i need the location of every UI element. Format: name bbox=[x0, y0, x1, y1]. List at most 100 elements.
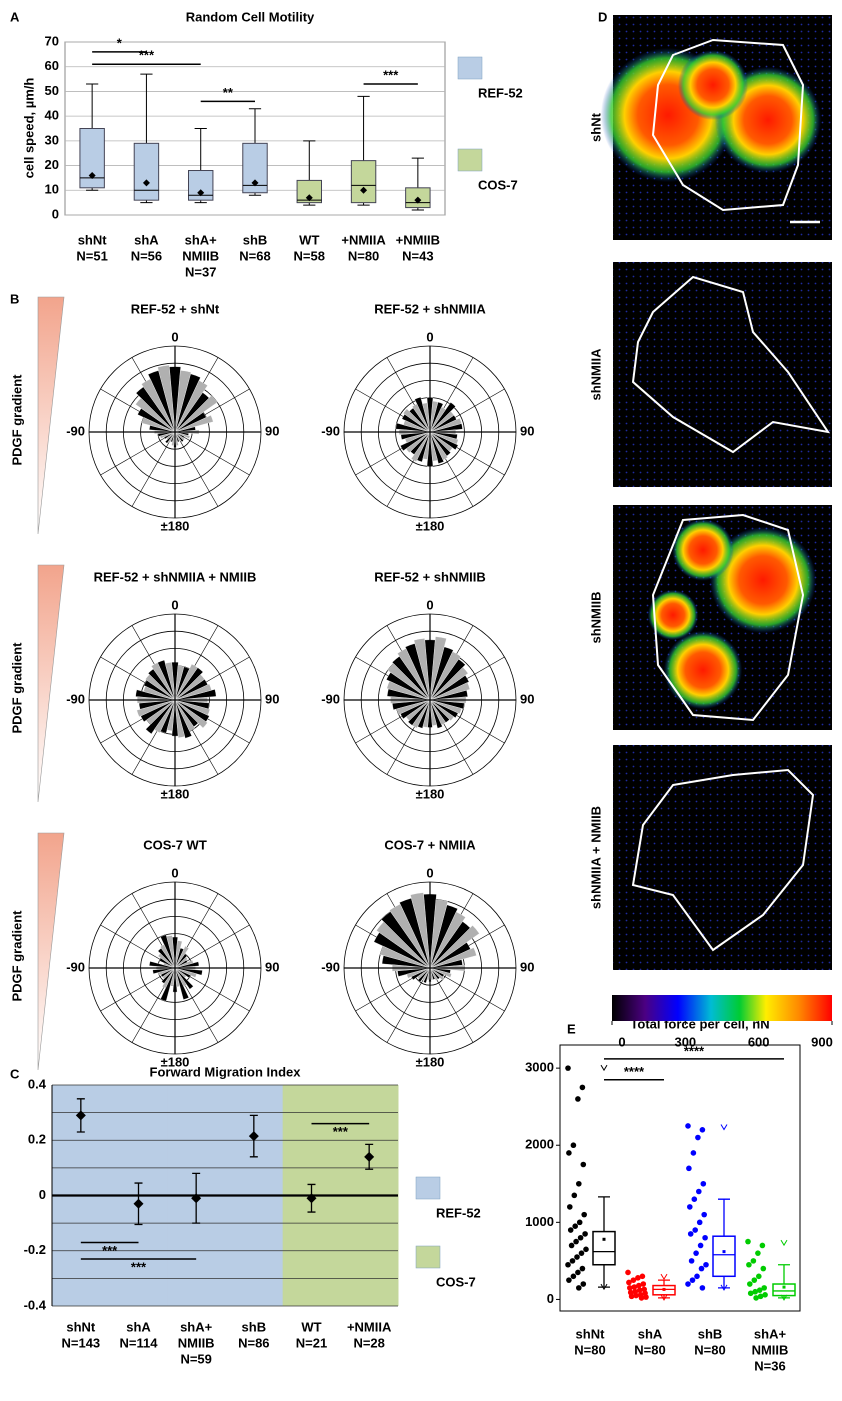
x-tick-label: N=80 bbox=[348, 248, 379, 263]
force-hotspot bbox=[664, 631, 742, 709]
x-tick-label: N=114 bbox=[120, 1335, 159, 1350]
x-tick-label: shNt bbox=[66, 1319, 96, 1334]
data-point bbox=[581, 1281, 587, 1287]
spoke bbox=[175, 432, 249, 475]
data-point bbox=[574, 1254, 580, 1260]
data-point bbox=[625, 1270, 631, 1276]
data-point bbox=[694, 1274, 700, 1280]
x-tick-label: shA+ bbox=[754, 1326, 787, 1341]
data-point bbox=[697, 1220, 703, 1226]
significance-label: **** bbox=[624, 1064, 645, 1079]
angle-label: 90 bbox=[265, 691, 279, 706]
x-tick-label: shB bbox=[243, 232, 268, 247]
significance-label: *** bbox=[139, 48, 155, 63]
data-point bbox=[639, 1295, 645, 1301]
data-point bbox=[565, 1262, 571, 1268]
data-point bbox=[572, 1193, 578, 1199]
angle-label: ±180 bbox=[416, 518, 445, 533]
box bbox=[351, 161, 375, 203]
data-point bbox=[572, 1223, 578, 1229]
x-tick-label: N=21 bbox=[296, 1335, 327, 1350]
data-point bbox=[581, 1212, 587, 1218]
data-point bbox=[746, 1262, 752, 1268]
legend-swatch bbox=[416, 1177, 440, 1199]
data-point bbox=[699, 1266, 705, 1272]
data-point bbox=[627, 1285, 633, 1291]
gradient-triangle bbox=[38, 565, 64, 802]
x-tick-label: NMIIB bbox=[182, 248, 219, 263]
significance-label: *** bbox=[383, 67, 399, 82]
mean-marker bbox=[603, 1238, 606, 1241]
legend-label: COS-7 bbox=[436, 1274, 476, 1289]
data-point bbox=[566, 1277, 572, 1283]
y-tick-label: 20 bbox=[45, 157, 59, 172]
y-tick-label: 40 bbox=[45, 108, 59, 123]
force-hotspot bbox=[678, 50, 748, 120]
x-tick-label: shA+ bbox=[180, 1319, 213, 1334]
significance-label: *** bbox=[131, 1259, 147, 1274]
angle-label: -90 bbox=[66, 691, 85, 706]
angle-label: -90 bbox=[321, 691, 340, 706]
x-tick-label: shA bbox=[134, 232, 159, 247]
legend-swatch bbox=[458, 149, 482, 171]
data-point bbox=[685, 1281, 691, 1287]
chart-title: Random Cell Motility bbox=[186, 9, 315, 24]
data-point bbox=[629, 1294, 635, 1300]
data-point bbox=[760, 1243, 766, 1249]
significance-label: *** bbox=[333, 1124, 349, 1139]
angle-label: 0 bbox=[426, 597, 433, 612]
data-point bbox=[570, 1258, 576, 1264]
x-tick-label: N=28 bbox=[353, 1335, 384, 1350]
x-tick-label: +NMIIA bbox=[347, 1319, 392, 1334]
angle-label: 90 bbox=[265, 959, 279, 974]
x-tick-label: N=56 bbox=[131, 248, 162, 263]
colorbar-tick-label: 600 bbox=[748, 1034, 770, 1049]
spoke bbox=[101, 432, 175, 475]
data-point bbox=[578, 1235, 584, 1241]
y-tick-label: 60 bbox=[45, 58, 59, 73]
panel-letter: C bbox=[10, 1066, 20, 1081]
panel-letter: A bbox=[10, 9, 20, 24]
y-tick-label: 70 bbox=[45, 33, 59, 48]
panel-letter: D bbox=[598, 9, 607, 24]
data-point bbox=[700, 1127, 706, 1133]
data-point bbox=[569, 1243, 575, 1249]
x-tick-label: shA+ bbox=[185, 232, 218, 247]
data-point bbox=[566, 1150, 572, 1156]
data-point bbox=[755, 1250, 761, 1256]
angle-label: 0 bbox=[171, 597, 178, 612]
data-point bbox=[691, 1150, 697, 1156]
spoke bbox=[175, 432, 218, 506]
x-tick-label: NMIIB bbox=[178, 1335, 215, 1350]
y-tick-label: 3000 bbox=[525, 1060, 554, 1075]
x-tick-label: N=80 bbox=[634, 1342, 665, 1357]
x-tick-label: N=58 bbox=[294, 248, 325, 263]
data-point bbox=[577, 1220, 583, 1226]
y-tick-label: 30 bbox=[45, 132, 59, 147]
x-tick-label: N=43 bbox=[402, 248, 433, 263]
spoke bbox=[132, 432, 175, 506]
y-tick-label: 0 bbox=[39, 1187, 46, 1202]
rose-title: REF-52 + shNMIIB bbox=[374, 569, 486, 584]
panel-letter: B bbox=[10, 291, 19, 306]
significance-label: ** bbox=[223, 85, 234, 100]
y-tick-label: 2000 bbox=[525, 1137, 554, 1152]
data-point bbox=[580, 1266, 586, 1272]
x-tick-label: WT bbox=[299, 232, 319, 247]
angle-label: -90 bbox=[66, 423, 85, 438]
x-tick-label: shNt bbox=[78, 232, 108, 247]
x-tick-label: N=80 bbox=[694, 1342, 725, 1357]
data-point bbox=[692, 1227, 698, 1233]
figure: 010203040506070shNtN=51shAN=56shA+NMIIBN… bbox=[0, 0, 842, 1401]
angle-label: ±180 bbox=[161, 786, 190, 801]
angle-label: 90 bbox=[520, 959, 534, 974]
data-point bbox=[747, 1281, 753, 1287]
data-point bbox=[685, 1123, 691, 1129]
x-tick-label: shA bbox=[638, 1326, 663, 1341]
legend-label: REF-52 bbox=[436, 1205, 481, 1220]
data-point bbox=[583, 1247, 589, 1253]
x-tick-label: N=86 bbox=[238, 1335, 269, 1350]
data-point bbox=[761, 1266, 767, 1272]
x-tick-label: N=143 bbox=[61, 1335, 100, 1350]
y-tick-label: 0 bbox=[547, 1291, 554, 1306]
